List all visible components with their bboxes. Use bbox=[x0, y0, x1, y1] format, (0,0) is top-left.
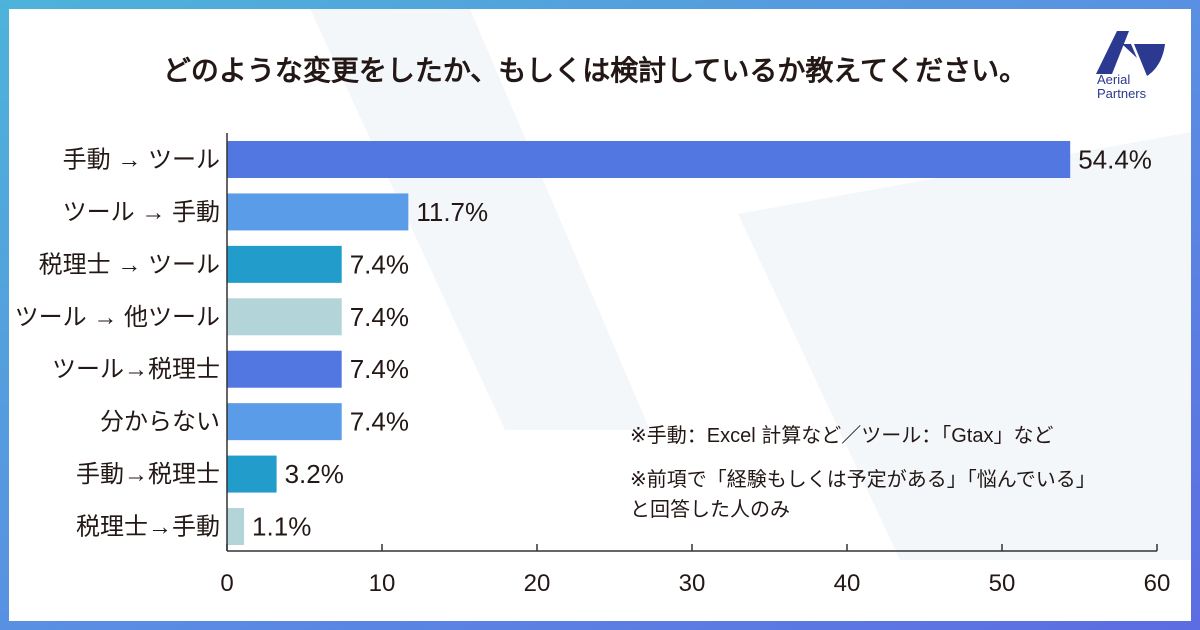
value-label: 1.1% bbox=[252, 512, 311, 542]
category-label: ツール → 手動 bbox=[63, 199, 220, 226]
value-label: 7.4% bbox=[350, 302, 409, 332]
x-tick-label: 20 bbox=[524, 570, 551, 597]
value-label: 3.2% bbox=[285, 459, 344, 489]
logo-text-line2: Partners bbox=[1097, 86, 1147, 101]
category-label: ツール → 他ツール bbox=[15, 304, 220, 331]
value-label: 11.7% bbox=[416, 197, 488, 227]
note-line-1: ※手動：Excel 計算など／ツール：「Gtax」など bbox=[630, 424, 1053, 447]
bar-4 bbox=[227, 298, 342, 336]
logo: Aerial Partners bbox=[1096, 31, 1165, 101]
value-label: 7.4% bbox=[350, 354, 409, 384]
logo-text-line1: Aerial bbox=[1097, 72, 1130, 87]
category-label: 手動→税理士 bbox=[76, 461, 220, 488]
category-label: 税理士→手動 bbox=[76, 514, 220, 541]
category-label: 手動 → ツール bbox=[63, 147, 220, 174]
category-label: 分からない bbox=[100, 409, 220, 436]
background-shape bbox=[310, 9, 650, 430]
bar-1 bbox=[227, 141, 1071, 178]
bar-5 bbox=[227, 350, 342, 388]
note-line-2: ※前項で「経験もしくは予定がある」「悩んでいる」 bbox=[630, 468, 1096, 491]
value-label: 7.4% bbox=[350, 249, 409, 279]
value-label: 7.4% bbox=[350, 407, 409, 437]
x-tick-label: 0 bbox=[220, 570, 233, 597]
category-label: ツール→税理士 bbox=[52, 356, 220, 383]
axes-group: 0 10 20 30 40 50 60 bbox=[220, 133, 1170, 597]
x-tick-label: 60 bbox=[1144, 570, 1171, 597]
category-label: 税理士 → ツール bbox=[39, 251, 220, 278]
logo-mark bbox=[1134, 44, 1165, 76]
background-shape bbox=[738, 132, 1191, 560]
chart-title: どのような変更をしたか、もしくは検討しているか教えてください。 bbox=[163, 54, 1027, 86]
notes: ※手動：Excel 計算など／ツール：「Gtax」など ※前項で「経験もしくは予… bbox=[630, 424, 1096, 521]
x-tick-label: 50 bbox=[989, 570, 1016, 597]
note-line-3: と回答した人のみ bbox=[630, 498, 790, 521]
x-tick-label: 30 bbox=[679, 570, 706, 597]
bars-group bbox=[227, 141, 1071, 546]
logo-mark bbox=[1096, 31, 1129, 74]
bar-6 bbox=[227, 403, 342, 441]
value-label: 54.4% bbox=[1078, 145, 1152, 175]
x-tick-label: 40 bbox=[834, 570, 861, 597]
bar-8 bbox=[227, 508, 245, 546]
bar-7 bbox=[227, 455, 277, 493]
logo-mark bbox=[1122, 44, 1137, 58]
labels-group: 手動 → ツール 54.4% ツール → 手動 11.7% 税理士 → ツール 7.4% ツ… bbox=[15, 145, 1152, 542]
bar-2 bbox=[227, 193, 409, 231]
x-tick-label: 10 bbox=[369, 570, 396, 597]
bar-3 bbox=[227, 245, 342, 283]
